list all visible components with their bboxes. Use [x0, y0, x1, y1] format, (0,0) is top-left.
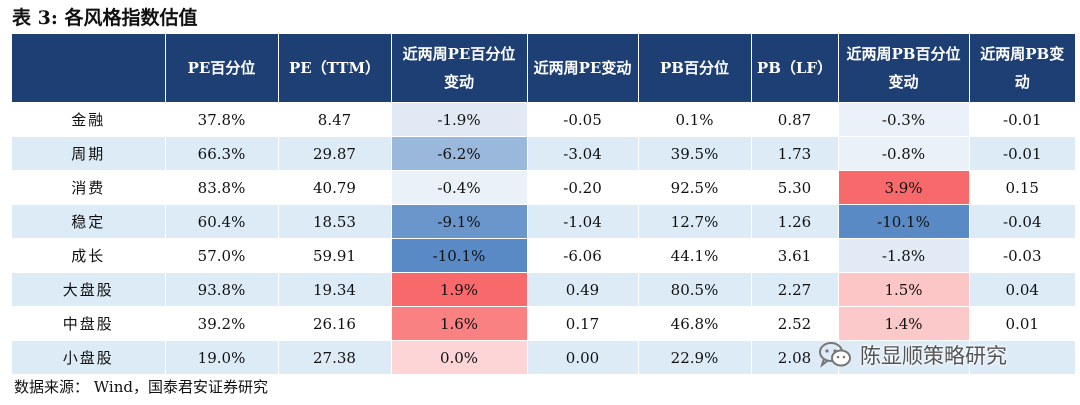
- pb-lf-cell: 2.27: [750, 272, 838, 307]
- pe-percentile-cell: 66.3%: [164, 136, 278, 171]
- header-row: PE百分位 PE（TTM） 近两周PE百分位变动 近两周PE变动 PB百分位 P…: [12, 34, 1075, 103]
- pe-percentile-change-cell: -0.4%: [390, 170, 527, 205]
- pe-ttm-cell: 59.91: [277, 238, 391, 273]
- watermark: 陈显顺策略研究: [818, 338, 1007, 372]
- table-row: 金融 37.8% 8.47 -1.9% -0.05 0.1% 0.87 -0.3% -0.01: [12, 102, 1075, 137]
- pe-ttm-cell: 40.79: [277, 170, 391, 205]
- table-row: 小盘股 19.0% 27.38 0.0% 0.00 22.9% 2.08: [12, 340, 1075, 374]
- table-row: 成长 57.0% 59.91 -10.1% -6.06 44.1% 3.61 -1.8% -0.…: [12, 238, 1075, 273]
- header-cell: 近两周PE变动: [526, 34, 638, 103]
- pb-percentile-cell: 0.1%: [637, 102, 751, 137]
- pb-percentile-cell: 80.5%: [637, 272, 751, 307]
- pe-ttm-cell: 26.16: [277, 306, 391, 341]
- pe-change-cell: 0.49: [526, 272, 638, 307]
- pe-percentile-cell: 19.0%: [164, 340, 278, 374]
- pb-percentile-change-cell: -10.1%: [837, 204, 969, 239]
- header-cell: PE（TTM）: [277, 34, 391, 103]
- style-name-cell: 小盘股: [12, 340, 165, 374]
- pb-percentile-cell: 12.7%: [637, 204, 751, 239]
- pb-change-cell: 0.15: [968, 170, 1075, 205]
- pe-ttm-cell: 29.87: [277, 136, 391, 171]
- pb-lf-cell: 1.73: [750, 136, 838, 171]
- pb-change-cell: 0.01: [968, 306, 1075, 341]
- header-cell: PE百分位: [164, 34, 278, 103]
- pe-ttm-cell: 18.53: [277, 204, 391, 239]
- table-row: 消费 83.8% 40.79 -0.4% -0.20 92.5% 5.30 3.9% 0.15: [12, 170, 1075, 205]
- pb-percentile-change-cell: 3.9%: [837, 170, 969, 205]
- table-row: 中盘股 39.2% 26.16 1.6% 0.17 46.8% 2.52 1.4% 0.01: [12, 306, 1075, 341]
- pb-lf-cell: 0.87: [750, 102, 838, 137]
- pe-change-cell: -0.05: [526, 102, 638, 137]
- style-name-cell: 大盘股: [12, 272, 165, 307]
- header-cell: 近两周PE百分位变动: [390, 34, 527, 103]
- pe-percentile-change-cell: 0.0%: [390, 340, 527, 374]
- pe-percentile-cell: 37.8%: [164, 102, 278, 137]
- pb-change-cell: [968, 340, 1075, 374]
- pe-change-cell: 0.17: [526, 306, 638, 341]
- header-cell: [12, 34, 165, 103]
- valuation-table: PE百分位 PE（TTM） 近两周PE百分位变动 近两周PE变动 PB百分位 P…: [12, 34, 1075, 374]
- pb-lf-cell: 3.61: [750, 238, 838, 273]
- pe-percentile-cell: 93.8%: [164, 272, 278, 307]
- pb-percentile-cell: 92.5%: [637, 170, 751, 205]
- pb-percentile-cell: 44.1%: [637, 238, 751, 273]
- header-cell: PB（LF）: [750, 34, 838, 103]
- pe-change-cell: -3.04: [526, 136, 638, 171]
- watermark-text: 陈显顺策略研究: [860, 344, 1007, 368]
- table-title: 表 3: 各风格指数估值: [12, 7, 198, 29]
- header-cell: 近两周PB变动: [968, 34, 1075, 103]
- style-name-cell: 成长: [12, 238, 165, 273]
- pe-change-cell: -0.20: [526, 170, 638, 205]
- pb-percentile-cell: 22.9%: [637, 340, 751, 374]
- pe-change-cell: -1.04: [526, 204, 638, 239]
- pe-ttm-cell: 8.47: [277, 102, 391, 137]
- pb-percentile-change-cell: -0.3%: [837, 102, 969, 137]
- pe-percentile-cell: 39.2%: [164, 306, 278, 341]
- style-name-cell: 周期: [12, 136, 165, 171]
- pb-percentile-change-cell: -1.8%: [837, 238, 969, 273]
- pb-percentile-cell: 46.8%: [637, 306, 751, 341]
- pb-percentile-change-cell: 1.5%: [837, 272, 969, 307]
- pe-ttm-cell: 19.34: [277, 272, 391, 307]
- header-cell: 近两周PB百分位变动: [837, 34, 969, 103]
- pb-lf-cell: 5.30: [750, 170, 838, 205]
- pe-percentile-change-cell: 1.9%: [390, 272, 527, 307]
- table-row: 周期 66.3% 29.87 -6.2% -3.04 39.5% 1.73 -0.8% -0.0…: [12, 136, 1075, 171]
- wechat-icon: [819, 342, 851, 368]
- pb-percentile-cell: 39.5%: [637, 136, 751, 171]
- pe-change-cell: -6.06: [526, 238, 638, 273]
- table-row: 稳定 60.4% 18.53 -9.1% -1.04 12.7% 1.26 -10.1% -0.…: [12, 204, 1075, 239]
- style-name-cell: 中盘股: [12, 306, 165, 341]
- pb-change-cell: -0.03: [968, 238, 1075, 273]
- pe-percentile-change-cell: -1.9%: [390, 102, 527, 137]
- style-name-cell: 金融: [12, 102, 165, 137]
- pb-change-cell: 0.04: [968, 272, 1075, 307]
- pe-percentile-cell: 60.4%: [164, 204, 278, 239]
- pe-change-cell: 0.00: [526, 340, 638, 374]
- style-name-cell: 消费: [12, 170, 165, 205]
- pb-lf-cell: 1.26: [750, 204, 838, 239]
- pe-ttm-cell: 27.38: [277, 340, 391, 374]
- pe-percentile-change-cell: -10.1%: [390, 238, 527, 273]
- pb-percentile-change-cell: 1.4%: [837, 306, 969, 341]
- data-source-note: 数据来源： Wind，国泰君安证券研究: [14, 378, 268, 396]
- table-row: 大盘股 93.8% 19.34 1.9% 0.49 80.5% 2.27 1.5% 0.04: [12, 272, 1075, 307]
- pe-percentile-cell: 57.0%: [164, 238, 278, 273]
- pb-percentile-change-cell: -0.8%: [837, 136, 969, 171]
- pe-percentile-change-cell: -9.1%: [390, 204, 527, 239]
- pb-change-cell: -0.01: [968, 102, 1075, 137]
- pe-percentile-change-cell: -6.2%: [390, 136, 527, 171]
- pb-lf-cell: 2.52: [750, 306, 838, 341]
- header-cell: PB百分位: [637, 34, 751, 103]
- pb-change-cell: -0.01: [968, 136, 1075, 171]
- pb-change-cell: -0.04: [968, 204, 1075, 239]
- pe-percentile-cell: 83.8%: [164, 170, 278, 205]
- style-name-cell: 稳定: [12, 204, 165, 239]
- pe-percentile-change-cell: 1.6%: [390, 306, 527, 341]
- pb-percentile-change-cell: [837, 340, 969, 374]
